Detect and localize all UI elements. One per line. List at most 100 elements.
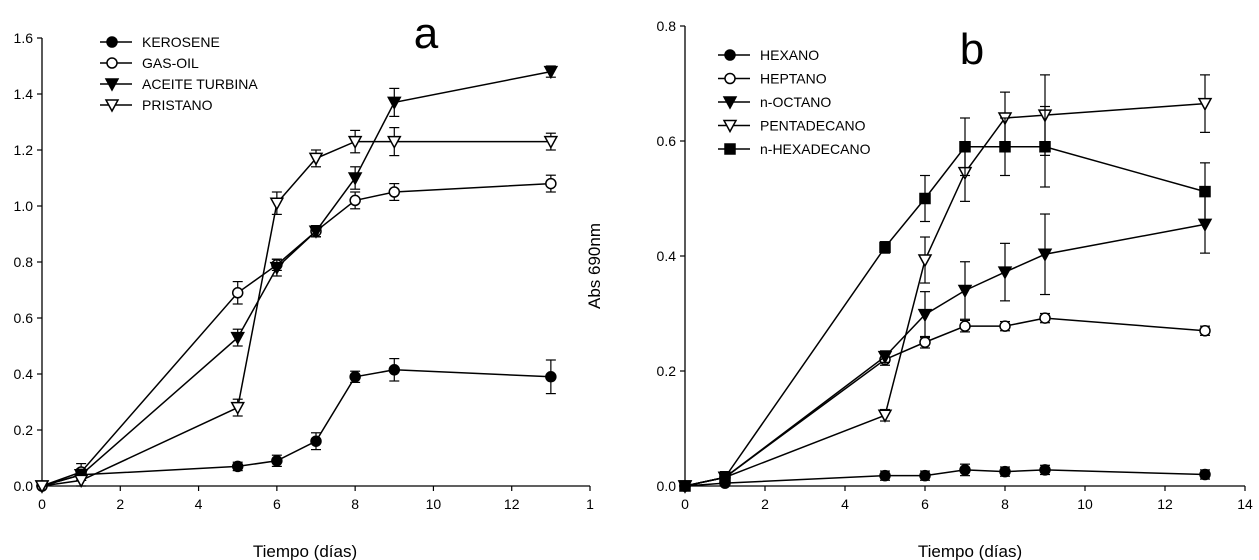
legend-marker xyxy=(722,96,738,110)
y-tick-label: 0.2 xyxy=(657,363,677,379)
series-pristano xyxy=(34,126,559,494)
data-point xyxy=(1199,468,1211,481)
data-point xyxy=(1039,464,1051,476)
data-point xyxy=(919,192,931,205)
data-point xyxy=(388,364,401,376)
series-line xyxy=(684,146,1206,487)
y-tick-label: 0.0 xyxy=(14,478,34,494)
panel-letter: a xyxy=(414,9,439,58)
y-tick-label: 0.8 xyxy=(657,18,677,34)
legend-marker xyxy=(724,72,736,85)
legend-marker xyxy=(724,143,736,155)
panel-letter: b xyxy=(960,25,984,74)
x-tick-label: 1 xyxy=(586,496,594,512)
data-point xyxy=(269,261,285,276)
data-point xyxy=(959,320,971,332)
data-point xyxy=(269,197,285,211)
legend-marker xyxy=(722,119,738,134)
data-point xyxy=(543,65,559,80)
x-tick-label: 6 xyxy=(921,496,929,512)
y-tick-label: 1.4 xyxy=(14,86,34,102)
x-axis-title: Tiempo (días) xyxy=(253,542,357,560)
series-hexano xyxy=(679,463,1211,492)
x-tick-label: 0 xyxy=(38,496,46,512)
y-tick-label: 1.2 xyxy=(14,142,34,158)
series-line xyxy=(684,223,1206,487)
x-tick-label: 4 xyxy=(841,496,849,512)
y-tick-label: 0.6 xyxy=(657,133,677,149)
x-tick-label: 10 xyxy=(426,496,442,512)
data-point xyxy=(347,172,363,186)
data-point xyxy=(349,371,361,383)
data-point xyxy=(388,186,401,198)
legend-label: ACEITE TURBINA xyxy=(142,76,258,92)
x-tick-label: 12 xyxy=(1157,496,1173,512)
data-point xyxy=(1199,325,1211,337)
x-tick-label: 14 xyxy=(1237,496,1253,512)
data-point xyxy=(230,331,245,346)
series-aceite-turbina xyxy=(34,65,559,494)
chart-panel-b: 0.0 0.2 0.4 0.6 0.8 0 2 4 6 8 10 12 14 Tiempo (días) A… xyxy=(585,18,1253,560)
legend-label: KEROSENE xyxy=(142,34,220,50)
y-tick-label: 1.0 xyxy=(14,198,34,214)
data-point xyxy=(230,401,245,416)
legend-label: PENTADECANO xyxy=(760,118,866,134)
data-point xyxy=(919,469,931,482)
series-line xyxy=(41,369,551,487)
series-n-octano xyxy=(677,195,1213,494)
y-axis-title: Abs 690nm xyxy=(585,223,604,309)
data-point xyxy=(310,435,322,447)
data-point xyxy=(877,350,893,365)
series-line xyxy=(684,102,1206,487)
data-point xyxy=(387,96,402,110)
data-point xyxy=(73,474,89,488)
x-tick-label: 6 xyxy=(273,496,281,512)
data-point xyxy=(999,465,1011,478)
data-point xyxy=(1197,97,1213,112)
data-point xyxy=(1199,185,1211,198)
legend-marker xyxy=(106,36,118,48)
data-point xyxy=(957,284,973,299)
series-line xyxy=(41,70,552,487)
x-tick-label: 0 xyxy=(681,496,689,512)
series-line xyxy=(41,182,551,487)
y-tick-label: 0.0 xyxy=(657,478,677,494)
legend-marker xyxy=(724,49,736,61)
chart-panel-a: 0.0 0.2 0.4 0.6 0.8 1.0 1.2 1.4 1.6 0 2 4 6 8 10 12 1 Tie… xyxy=(14,9,595,560)
series-kerosene xyxy=(36,358,557,492)
legend-label: GAS-OIL xyxy=(142,55,199,71)
series-line xyxy=(684,469,1206,487)
data-point xyxy=(1037,248,1053,262)
data-point xyxy=(545,177,557,190)
data-point xyxy=(997,266,1013,280)
data-point xyxy=(543,135,559,150)
legend-item: PENTADECANO xyxy=(718,118,866,134)
series-gas-oil xyxy=(36,174,557,492)
y-tick-label: 0.4 xyxy=(14,366,34,382)
data-point xyxy=(231,460,244,473)
legend-label: n-HEXADECANO xyxy=(760,141,871,157)
legend-item: n-HEXADECANO xyxy=(718,141,871,157)
data-point xyxy=(879,469,891,482)
legend-item: HEXANO xyxy=(718,47,819,63)
x-tick-label: 2 xyxy=(761,496,769,512)
data-point xyxy=(877,409,893,423)
series-line xyxy=(41,140,551,487)
data-point xyxy=(545,371,557,383)
legend-item: HEPTANO xyxy=(718,71,827,87)
data-point xyxy=(387,135,402,150)
legend-label: HEXANO xyxy=(760,47,819,63)
x-tick-label: 2 xyxy=(116,496,124,512)
legend-label: n-OCTANO xyxy=(760,94,831,110)
legend-item: PRISTANO xyxy=(100,97,213,113)
data-point xyxy=(917,308,933,323)
data-point xyxy=(959,464,971,476)
x-tick-label: 10 xyxy=(1077,496,1093,512)
data-point xyxy=(231,287,244,299)
legend-item: KEROSENE xyxy=(100,34,220,50)
legend-label: PRISTANO xyxy=(142,97,213,113)
data-point xyxy=(349,194,361,207)
data-point xyxy=(919,336,931,348)
data-point xyxy=(308,225,324,239)
